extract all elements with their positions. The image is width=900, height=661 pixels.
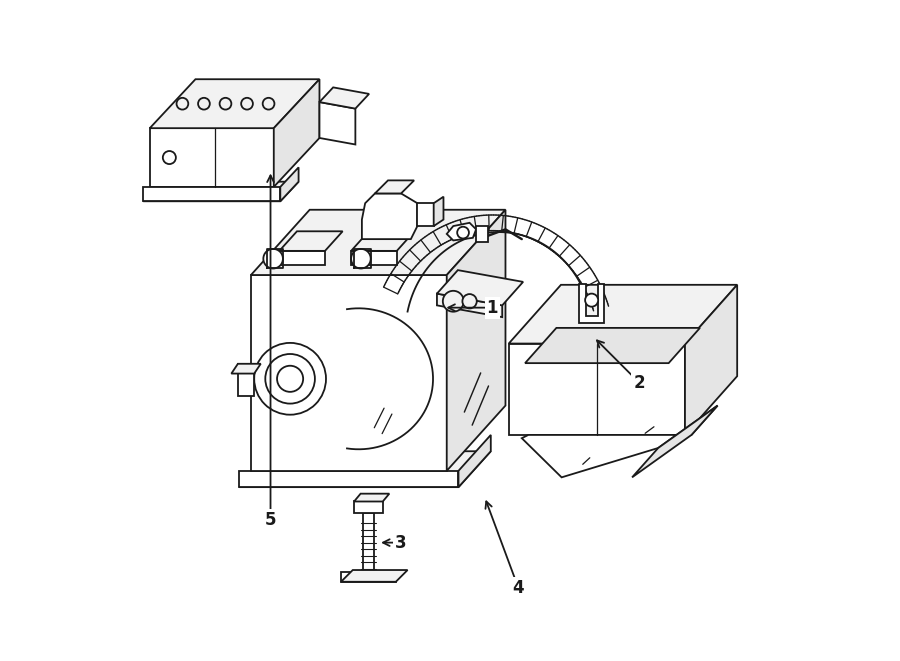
Circle shape [351,249,371,268]
Polygon shape [251,275,446,471]
Text: 2: 2 [634,373,645,392]
Polygon shape [685,285,737,435]
Circle shape [266,354,315,404]
Polygon shape [320,87,369,108]
Polygon shape [525,328,700,363]
Polygon shape [279,251,325,265]
Polygon shape [143,187,280,201]
Text: 1: 1 [487,299,499,317]
Polygon shape [238,364,254,397]
Polygon shape [351,231,414,251]
Polygon shape [446,223,476,241]
Polygon shape [239,471,458,487]
Polygon shape [508,344,685,435]
Polygon shape [274,79,319,187]
Circle shape [241,98,253,110]
Circle shape [585,293,598,307]
Circle shape [443,291,464,312]
Polygon shape [418,203,434,226]
Circle shape [457,227,469,239]
Polygon shape [320,102,356,145]
Circle shape [198,98,210,110]
Polygon shape [364,513,374,572]
Circle shape [176,98,188,110]
Circle shape [220,98,231,110]
Polygon shape [279,231,343,251]
Polygon shape [280,167,299,201]
Polygon shape [446,210,506,471]
Polygon shape [143,182,299,201]
Polygon shape [251,210,506,275]
Text: 5: 5 [265,511,276,529]
Polygon shape [458,435,491,487]
Polygon shape [508,285,737,344]
Polygon shape [436,293,502,317]
Polygon shape [434,197,444,226]
Circle shape [463,294,477,309]
Polygon shape [375,180,414,194]
Polygon shape [351,251,397,265]
Circle shape [277,366,303,392]
Polygon shape [580,284,604,323]
Circle shape [264,249,283,268]
Polygon shape [341,572,396,582]
Polygon shape [341,570,408,582]
Polygon shape [362,194,418,239]
Text: 3: 3 [395,533,407,552]
Text: 4: 4 [513,579,525,598]
Circle shape [263,98,274,110]
Circle shape [163,151,176,164]
Polygon shape [522,406,717,477]
Polygon shape [354,494,390,502]
Circle shape [254,343,326,414]
Polygon shape [149,128,274,187]
Polygon shape [149,79,320,128]
Polygon shape [436,270,523,305]
Polygon shape [632,406,717,477]
Polygon shape [476,226,488,243]
Polygon shape [354,502,382,513]
Polygon shape [231,364,261,373]
Polygon shape [239,451,490,487]
